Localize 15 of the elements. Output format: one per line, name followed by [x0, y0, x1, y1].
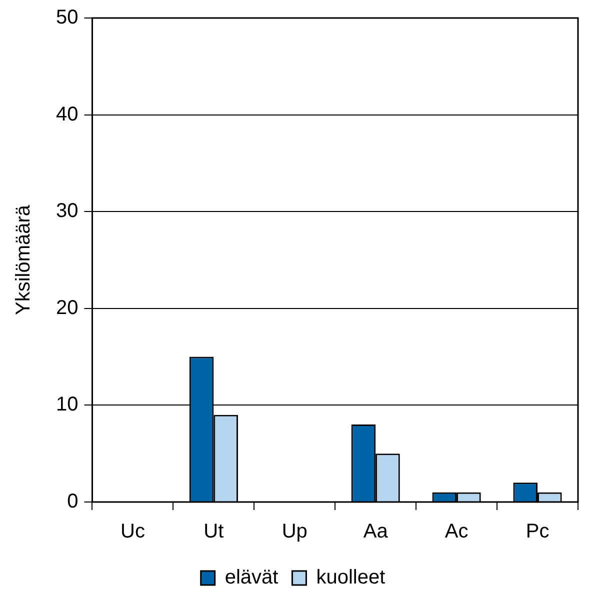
y-axis-title: Yksilömäärä [12, 204, 35, 316]
x-tick-label: Ut [204, 520, 224, 543]
x-tick-label: Ac [444, 520, 468, 543]
legend-label: elävät [224, 566, 279, 589]
y-tick-label: 50 [56, 6, 78, 29]
y-tick-label: 0 [67, 490, 78, 513]
legend-label: kuolleet [316, 566, 386, 589]
x-tick-label: Uc [120, 520, 145, 543]
y-tick-label: 40 [56, 103, 78, 126]
x-tick-label: Aa [363, 520, 389, 543]
y-tick-label: 30 [56, 200, 78, 222]
x-tick-label: Pc [526, 520, 550, 543]
x-tick-label: Up [282, 520, 308, 543]
y-tick-label: 20 [56, 296, 78, 319]
y-tick-label: 10 [56, 394, 78, 416]
